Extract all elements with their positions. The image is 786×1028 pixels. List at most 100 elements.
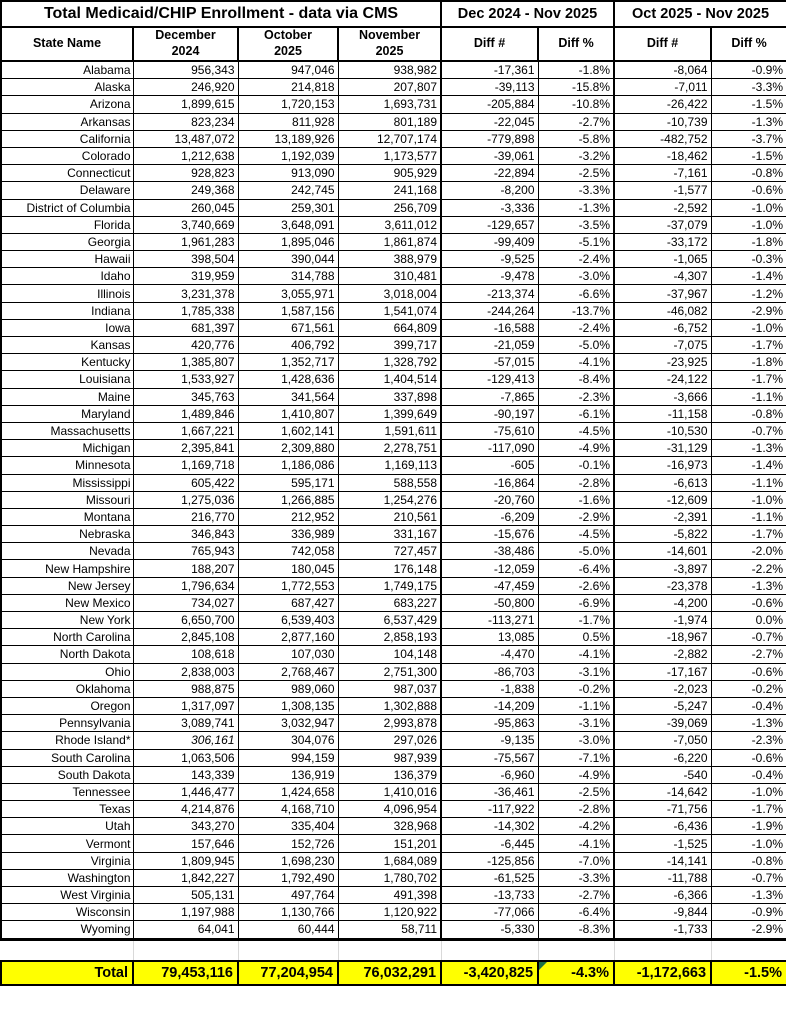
value-cell: 1,424,658 (237, 782, 339, 802)
table-row: Louisiana 1,533,927 1,428,636 1,404,514 -129… (0, 370, 786, 389)
value-cell: -3.3% (537, 868, 615, 888)
value-cell: 331,167 (337, 525, 442, 544)
table-row: South Dakota 143,339 136,919 136,379 -6,960-… (0, 765, 786, 784)
value-cell: -13.7% (537, 301, 615, 320)
value-cell: -0.6% (710, 181, 786, 200)
table-row: Texas 4,214,876 4,168,710 4,096,954 -117,922… (0, 800, 786, 819)
table-row: Nebraska 346,843 336,989 331,167 -15,676 -4.5… (0, 525, 786, 544)
table-row: Washington 1,842,227 1,792,490 1,780,702 -61… (0, 868, 786, 888)
table-row: New Mexico 734,027 687,427 683,227 -50,800 -6… (0, 593, 786, 613)
value-cell: -1,065 (613, 250, 712, 269)
table-row: Arkansas 823,234 811,928 801,189 -22,045 -2.7… (0, 112, 786, 131)
state-cell: Maine (0, 387, 134, 406)
state-cell: Nebraska (0, 525, 134, 544)
state-cell: Mississippi (0, 473, 134, 492)
value-cell: -0.8% (710, 164, 786, 183)
value-cell: -1.0% (710, 198, 786, 217)
value-cell: 216,770 (132, 507, 239, 527)
value-cell: 246,920 (132, 78, 239, 97)
value-cell: -4.1% (537, 834, 615, 853)
value-cell: -6.1% (537, 404, 615, 423)
value-cell: 1,410,016 (337, 782, 442, 802)
value-cell: -23,925 (613, 353, 712, 372)
table-row: West Virginia 505,131 497,764 491,398 -13,73… (0, 885, 786, 905)
value-cell: -0.8% (710, 404, 786, 423)
value-cell: 304,076 (237, 731, 339, 750)
value-cell: -7,075 (613, 335, 712, 355)
column-header-row: State Name December 2024 October 2025 No… (0, 26, 786, 62)
value-cell: 1,895,046 (237, 232, 339, 252)
value-cell: 0.5% (537, 628, 615, 647)
value-cell: -14,209 (440, 696, 539, 716)
value-cell: 1,385,807 (132, 353, 239, 372)
value-cell: 6,539,403 (237, 610, 339, 630)
value-cell: -75,610 (440, 421, 539, 441)
value-cell: 505,131 (132, 885, 239, 905)
value-cell: -4.9% (537, 439, 615, 458)
value-cell: 905,929 (337, 164, 442, 183)
state-cell: Idaho (0, 267, 134, 286)
value-cell: 241,168 (337, 181, 442, 200)
value-cell: 1,410,807 (237, 404, 339, 423)
value-cell: 823,234 (132, 112, 239, 131)
value-cell: -1.0% (710, 318, 786, 338)
value-cell: 2,309,880 (237, 439, 339, 458)
table-row: District of Columbia 260,045 259,301 256,70… (0, 198, 786, 217)
value-cell: -1.0% (710, 490, 786, 509)
value-cell: 1,130,766 (237, 903, 339, 922)
value-cell: 260,045 (132, 198, 239, 217)
value-cell: 671,561 (237, 318, 339, 338)
value-cell: -4.9% (537, 765, 615, 784)
state-cell: Florida (0, 215, 134, 234)
value-cell: 588,558 (337, 473, 442, 492)
value-cell: -2.6% (537, 576, 615, 595)
value-cell: -540 (613, 765, 712, 784)
value-cell: -5.8% (537, 129, 615, 148)
title-row: Total Medicaid/CHIP Enrollment - data vi… (0, 0, 786, 28)
value-cell: 242,745 (237, 181, 339, 200)
state-cell: California (0, 129, 134, 148)
column-header-state-name: State Name (0, 26, 134, 62)
value-cell: -2,023 (613, 679, 712, 698)
value-cell: 1,842,227 (132, 868, 239, 888)
value-cell: 157,646 (132, 834, 239, 853)
value-cell: -3.5% (537, 215, 615, 234)
value-cell: -16,588 (440, 318, 539, 338)
value-cell: -1.0% (710, 834, 786, 853)
state-cell: Utah (0, 817, 134, 836)
table-row: Oregon 1,317,097 1,308,135 1,302,888 -14,209… (0, 696, 786, 716)
value-cell: -1.5% (710, 146, 786, 166)
value-cell: 605,422 (132, 473, 239, 492)
value-cell: -3,666 (613, 387, 712, 406)
value-cell: -7,865 (440, 387, 539, 406)
value-cell: 1,254,276 (337, 490, 442, 509)
value-cell: 3,611,012 (337, 215, 442, 234)
value-cell: -3,336 (440, 198, 539, 217)
value-cell: -1.2% (710, 284, 786, 303)
value-cell: -1.7% (710, 335, 786, 355)
state-cell: Arizona (0, 95, 134, 114)
state-cell: New Hampshire (0, 559, 134, 578)
value-cell: 104,148 (337, 645, 442, 664)
state-cell: Maryland (0, 404, 134, 423)
value-cell: 727,457 (337, 542, 442, 561)
value-cell: -2,391 (613, 507, 712, 527)
value-cell: -15.8% (537, 78, 615, 97)
value-cell: 58,711 (337, 920, 442, 941)
total-row: Total 79,453,116 77,204,954 76,032,291 -… (0, 959, 786, 986)
value-cell: 108,618 (132, 645, 239, 664)
value-cell: -1.8% (537, 60, 615, 80)
value-cell: 1,899,615 (132, 95, 239, 114)
spacer-cell (711, 939, 786, 961)
value-cell: -71,756 (613, 800, 712, 819)
value-cell: -37,079 (613, 215, 712, 234)
value-cell: -0.3% (710, 250, 786, 269)
value-cell: 1,693,731 (337, 95, 442, 114)
total-december-2024-cell: 79,453,116 (132, 959, 239, 986)
table-row: Nevada 765,943 742,058 727,457 -38,486 -5.0% -… (0, 542, 786, 561)
value-cell: 938,982 (337, 60, 442, 80)
value-cell: 2,877,160 (237, 628, 339, 647)
value-cell: -1.1% (710, 507, 786, 527)
value-cell: -9,135 (440, 731, 539, 750)
value-cell: -39,113 (440, 78, 539, 97)
